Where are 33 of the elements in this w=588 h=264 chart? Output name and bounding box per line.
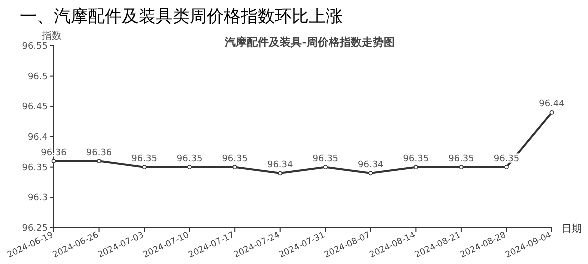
y-tick-label: 96.55 [22,42,48,52]
point [97,159,102,164]
y-tick-label: 96.25 [22,224,48,234]
point [188,165,192,170]
data-label: 96.35 [448,154,474,164]
data-label: 96.36 [86,148,112,158]
point [504,165,509,170]
data-label: 96.35 [222,154,248,164]
point [278,171,283,176]
point [459,165,464,170]
point [368,171,374,176]
data-label: 96.44 [539,100,566,110]
point [232,165,238,170]
point [52,159,56,164]
data-label: 96.35 [132,154,158,164]
point [550,110,554,115]
y-tick-label: 96.3 [28,194,48,204]
y-tick-label: 96.45 [22,102,48,113]
y-tick-label: 96.35 [22,163,48,174]
title: 一、汽摩配件及装具类周价格指数环比上涨 [20,7,343,27]
y-tick-label: 96.4 [28,133,48,143]
data-label: 96.35 [403,154,430,164]
point [142,165,147,170]
x-axis-title: 日期 [562,223,582,235]
data-label: 96.35 [312,154,339,164]
y-axis-title: 指数 [41,30,62,42]
point [323,165,328,170]
data-label: 96.34 [358,160,384,170]
y-tick-label: 96.5 [28,72,48,82]
data-label: 96.35 [176,154,203,164]
subtitle: 汽摩配件及装具-周价格指数走势图 [225,36,395,49]
data-label: 96.34 [267,160,294,170]
point [414,165,418,170]
